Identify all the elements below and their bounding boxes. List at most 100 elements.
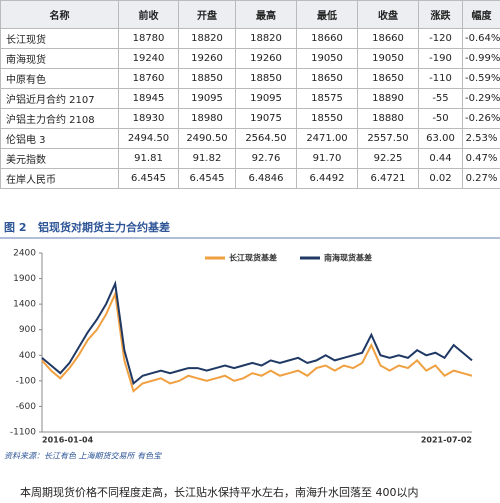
table-cell: 18850 [178,68,236,89]
figure-number: 图 2 [4,221,26,234]
table-cell: -0.26% [462,108,500,129]
table-cell: 2471.00 [296,128,358,149]
table-cell: 0.27% [462,168,500,189]
figure-title: 铝现货对期货主力合约基差 [38,220,170,234]
table-cell: 6.4492 [296,168,358,189]
table-cell: 2494.50 [118,128,179,149]
table-row: 在岸人民币 6.4545 6.4545 6.4846 6.4492 6.4721 0.02 0… [0,168,500,189]
table-row: 沪铝主力合约 2108 18930 18980 19075 18550 18880 -50-… [0,108,500,129]
table-cell: 18820 [235,28,297,49]
header-cell: 最低 [296,0,358,29]
table-cell: -0.64% [462,28,500,49]
table-cell: 91.82 [178,148,236,169]
table-cell: 2490.50 [178,128,236,149]
table-cell: -50 [418,108,463,129]
table-cell: 91.81 [118,148,179,169]
table-cell: 18850 [235,68,297,89]
table-cell: 63.00 [418,128,463,149]
table-cell: 伦铝电 3 [0,128,119,149]
table-cell: 18945 [118,88,179,109]
table-cell: 18650 [296,68,358,89]
table-cell: -0.99% [462,48,500,69]
table-cell: 18550 [296,108,358,129]
table-cell: 南海现货 [0,48,119,69]
table-cell: 19050 [357,48,419,69]
y-tick-label: 2400 [13,249,36,259]
series-line [41,290,473,393]
table-cell: -55 [418,88,463,109]
table-cell: -110 [418,68,463,89]
table-cell: 长江现货 [0,28,119,49]
y-tick-label: -1100 [10,428,36,438]
y-tick-label: -600 [16,402,37,412]
y-tick-label: 900 [19,325,36,335]
table-cell: -190 [418,48,463,69]
table-cell: 18780 [118,28,179,49]
table-cell: 沪铝主力合约 2108 [0,108,119,129]
table-row: 南海现货 19240 19260 19260 19050 19050 -190 -0.99% [0,48,500,69]
table-cell: -0.59% [462,68,500,89]
header-cell: 最高 [235,0,297,29]
table-cell: 0.44 [418,148,463,169]
header-row: 名称 前收 开盘 最高 最低 收盘 涨跌 幅度 [0,0,500,29]
quote-table: 名称 前收 开盘 最高 最低 收盘 涨跌 幅度 长江现货 18780 18820 18820 1866… [0,0,500,189]
table-cell: 18890 [357,88,419,109]
table-cell: 0.47% [462,148,500,169]
y-tick-label: -100 [16,376,37,386]
table-cell: 19095 [235,88,297,109]
table-cell: 18650 [357,68,419,89]
table-body: 长江现货 18780 18820 18820 18660 18660 -120 -0.64% 南… [0,28,500,189]
series-line [41,280,473,386]
table-cell: 92.25 [357,148,419,169]
table-cell: 18980 [178,108,236,129]
table-cell: 2557.50 [357,128,419,149]
table-cell: 2.53% [462,128,500,149]
legend-label: 长江现货基差 [229,253,277,263]
table-cell: 中原有色 [0,68,119,89]
table-cell: 19260 [178,48,236,69]
table-cell: 92.76 [235,148,297,169]
table-cell: 沪铝近月合约 2107 [0,88,119,109]
table-row: 长江现货 18780 18820 18820 18660 18660 -120 -0.64% [0,28,500,49]
y-tick-label: 1900 [13,274,36,284]
table-cell: 2564.50 [235,128,297,149]
table-cell: 6.4721 [357,168,419,189]
table-row: 沪铝近月合约 2107 18945 19095 19095 18575 18890 -55-… [0,88,500,109]
table-cell: 19075 [235,108,297,129]
table-row: 伦铝电 3 2494.50 2490.50 2564.50 2471.00 2557.50… [0,128,500,149]
table-cell: 18880 [357,108,419,129]
legend-label: 南海现货基差 [324,253,372,263]
header-cell: 幅度 [462,0,500,29]
table-cell: 18660 [357,28,419,49]
chart: 图 2 铝现货对期货主力合约基差 资料来源：长江有色 上海期货交易所 有色宝 本… [0,220,500,499]
table-cell: 6.4545 [178,168,236,189]
table-cell: 91.70 [296,148,358,169]
table-cell: 18660 [296,28,358,49]
header-cell: 收盘 [357,0,419,29]
table-cell: 18575 [296,88,358,109]
table-cell: -120 [418,28,463,49]
table-row: 美元指数 91.81 91.82 92.76 91.70 92.25 0.44 0.47% [0,148,500,169]
table-cell: 0.02 [418,168,463,189]
y-tick-label: 1400 [13,300,36,310]
table-cell: 19260 [235,48,297,69]
y-tick-label: 400 [19,351,36,361]
table-cell: 19095 [178,88,236,109]
header-cell: 涨跌 [418,0,463,29]
body-text: 本周期现货价格不同程度走高，长江贴水保持平水左右，南海升水回落至 400以内 [20,485,419,499]
table-cell: 18930 [118,108,179,129]
table-cell: 18820 [178,28,236,49]
table-cell: 19240 [118,48,179,69]
table-cell: 18760 [118,68,179,89]
source: 资料来源：长江有色 上海期货交易所 有色宝 [4,452,162,461]
table-cell: -0.29% [462,88,500,109]
table-row: 中原有色 18760 18850 18850 18650 18650 -110 -0.59% [0,68,500,89]
x-tick-label: 2016-01-04 [42,436,94,445]
x-tick-label: 2021-07-02 [421,436,472,445]
header-cell: 名称 [0,0,119,29]
header-cell: 开盘 [178,0,236,29]
header-cell: 前收 [118,0,179,29]
table-cell: 19050 [296,48,358,69]
table-cell: 6.4545 [118,168,179,189]
